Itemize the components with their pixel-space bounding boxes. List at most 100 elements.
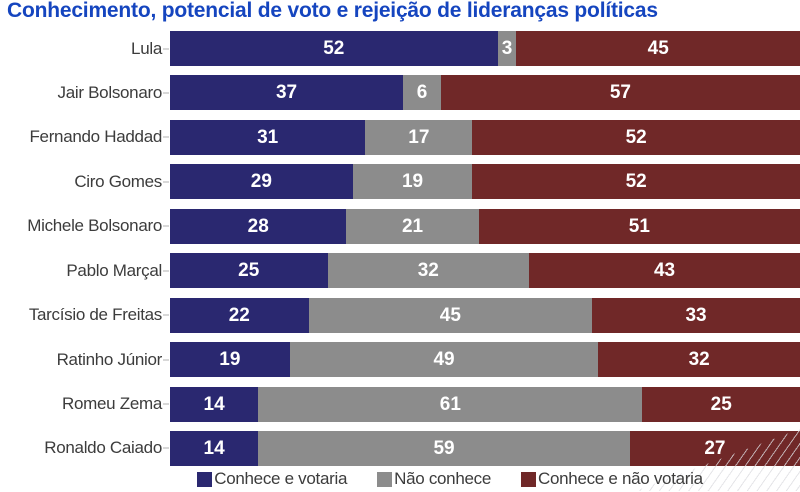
axis-tick <box>163 180 169 183</box>
bar-value-label: 49 <box>433 349 455 371</box>
bar-segment-conhece-e-votaria: 14 <box>170 430 259 466</box>
bar-value-label: 29 <box>250 171 272 193</box>
bar-segment-conhece-e-nao-votaria: 52 <box>472 164 800 200</box>
bar-segment-nao-conhece: 59 <box>258 430 630 466</box>
bar-value-label: 52 <box>323 38 345 59</box>
bar-value-label: 31 <box>257 126 279 148</box>
bar-track: 19 49 32 <box>170 342 800 378</box>
bars-area: Lula 52 3 45 Jair Bolsonaro 37 6 57 Fernando Had… <box>0 29 800 466</box>
bar-segment-nao-conhece: 61 <box>258 386 643 422</box>
bar-value-label: 28 <box>247 215 269 237</box>
bar-value-label: 52 <box>625 171 647 193</box>
axis-tick <box>163 447 169 450</box>
bar-value-label: 45 <box>647 38 669 59</box>
row-label-lula: Lula <box>131 38 162 58</box>
bar-segment-conhece-e-nao-votaria: 51 <box>478 208 800 244</box>
bar-value-label: 25 <box>238 260 260 282</box>
row-label-ciro-gomes: Ciro Gomes <box>74 171 162 191</box>
row-label-fernando-haddad: Fernando Haddad <box>29 127 162 147</box>
bar-segment-conhece-e-nao-votaria: 32 <box>598 342 800 378</box>
bar-segment-conhece-e-nao-votaria: 25 <box>642 386 800 422</box>
bar-segment-conhece-e-nao-votaria: 52 <box>472 119 800 155</box>
row-label-ratinho-junior: Ratinho Júnior <box>56 349 163 369</box>
legend-item-conhece-e-nao-votaria: Conhece e não votaria <box>521 469 703 489</box>
bar-segment-conhece-e-votaria: 25 <box>170 253 328 289</box>
table-row: Lula 52 3 45 <box>0 31 800 66</box>
bar-track: 28 21 51 <box>170 208 800 244</box>
bar-value-label: 19 <box>401 171 424 193</box>
row-label-tarcisio-de-freitas: Tarcísio de Freitas <box>28 305 162 325</box>
bar-segment-conhece-e-votaria: 31 <box>170 119 366 155</box>
bar-value-label: 14 <box>203 393 225 415</box>
bar-value-label: 3 <box>501 38 513 59</box>
axis-tick <box>163 225 169 228</box>
axis-tick <box>163 358 169 361</box>
bar-value-label: 25 <box>710 393 732 415</box>
bar-segment-nao-conhece: 19 <box>352 164 473 200</box>
row-label-pablo-marcal: Pablo Marçal <box>66 260 162 280</box>
bar-segment-conhece-e-nao-votaria: 33 <box>592 297 800 333</box>
bar-track: 14 59 27 <box>170 430 800 466</box>
bar-track: 14 61 25 <box>170 386 800 422</box>
bar-segment-conhece-e-votaria: 19 <box>170 342 290 378</box>
row-label-jair-bolsonaro: Jair Bolsonaro <box>57 82 163 102</box>
bar-value-label: 14 <box>203 437 225 459</box>
bar-segment-nao-conhece: 6 <box>403 75 441 111</box>
bar-value-label: 32 <box>417 260 439 282</box>
table-row: Jair Bolsonaro 37 6 57 <box>0 75 800 111</box>
table-row: Michele Bolsonaro 28 21 51 <box>0 208 800 244</box>
row-label-michele-bolsonaro: Michele Bolsonaro <box>27 216 162 236</box>
bar-segment-nao-conhece: 45 <box>308 297 593 333</box>
bar-value-label: 45 <box>439 304 461 326</box>
bar-value-label: 59 <box>433 437 455 459</box>
bar-value-label: 51 <box>628 215 650 237</box>
bar-segment-conhece-e-nao-votaria: 27 <box>629 430 800 466</box>
table-row: Fernando Haddad 31 17 52 <box>0 119 800 155</box>
bar-segment-conhece-e-votaria: 52 <box>170 31 498 66</box>
bar-value-label: 52 <box>625 126 647 148</box>
bar-segment-conhece-e-votaria: 14 <box>170 386 259 422</box>
legend-item-conhece-e-votaria: Conhece e votaria <box>197 469 347 489</box>
bar-segment-nao-conhece: 49 <box>289 342 599 378</box>
bar-track: 22 45 33 <box>170 297 800 333</box>
bar-track: 52 3 45 <box>170 31 800 66</box>
legend-label: Não conhece <box>394 469 491 488</box>
axis-tick <box>163 91 169 94</box>
bar-track: 25 32 43 <box>170 253 800 289</box>
bar-track: 31 17 52 <box>170 119 800 155</box>
axis-tick <box>163 47 169 50</box>
table-row: Romeu Zema 14 61 25 <box>0 386 800 422</box>
row-label-ronaldo-caiado: Ronaldo Caiado <box>44 438 162 458</box>
legend-swatch-icon <box>521 471 536 487</box>
legend-label: Conhece e votaria <box>214 469 348 488</box>
table-row: Ciro Gomes 29 19 52 <box>0 164 800 200</box>
legend-swatch-icon <box>197 471 213 487</box>
page-title: Conhecimento, potencial de voto e rejeiç… <box>7 0 658 22</box>
bar-value-label: 33 <box>685 304 707 326</box>
bar-segment-conhece-e-votaria: 22 <box>170 297 309 333</box>
bar-value-label: 22 <box>228 304 250 326</box>
bar-segment-nao-conhece: 21 <box>346 208 479 244</box>
bar-value-label: 57 <box>609 82 631 104</box>
legend-swatch-icon <box>377 471 393 487</box>
axis-tick <box>163 314 169 317</box>
table-row: Pablo Marçal 25 32 43 <box>0 253 800 289</box>
table-row: Ratinho Júnior 19 49 32 <box>0 342 800 378</box>
row-label-romeu-zema: Romeu Zema <box>62 394 162 413</box>
bar-segment-conhece-e-nao-votaria: 43 <box>529 253 800 289</box>
legend: Conhece e votaria Não conhece Conhece e nã… <box>0 466 800 492</box>
table-row: Ronaldo Caiado 14 59 27 <box>0 430 800 466</box>
bar-value-label: 17 <box>408 126 430 148</box>
bar-segment-conhece-e-votaria: 37 <box>170 75 404 111</box>
bar-segment-conhece-e-nao-votaria: 57 <box>440 75 800 111</box>
axis-tick <box>163 269 169 272</box>
bar-value-label: 43 <box>653 260 676 282</box>
bar-value-label: 27 <box>704 437 726 459</box>
bar-value-label: 61 <box>439 393 461 415</box>
bar-track: 29 19 52 <box>170 164 800 200</box>
bar-track: 37 6 57 <box>170 75 800 111</box>
bar-value-label: 37 <box>275 82 298 104</box>
legend-item-nao-conhece: Não conhece <box>377 469 491 489</box>
bar-segment-nao-conhece: 17 <box>365 119 473 155</box>
